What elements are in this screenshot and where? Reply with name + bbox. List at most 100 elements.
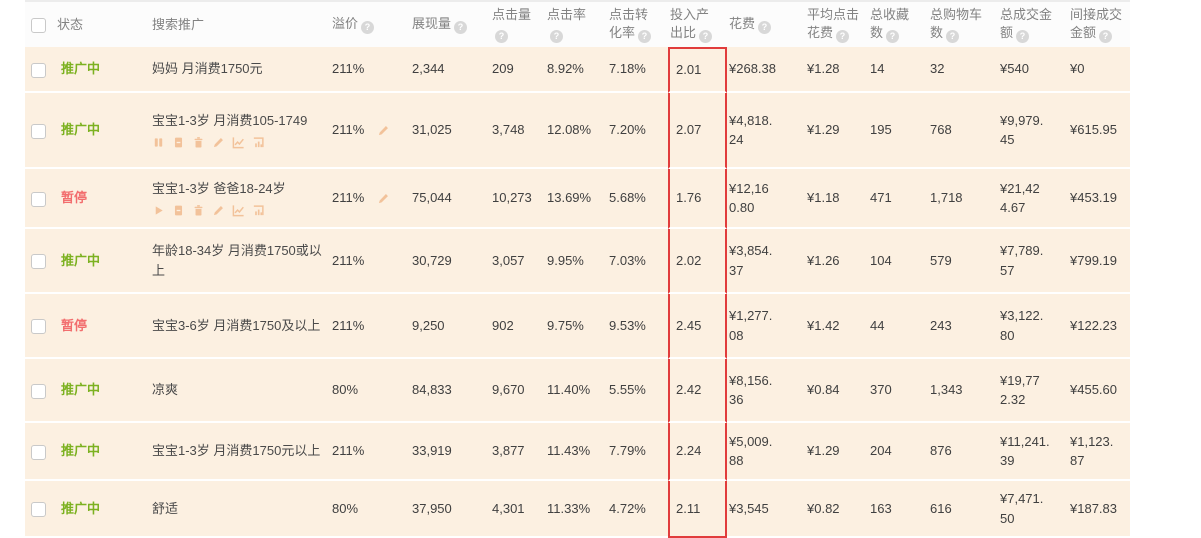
help-icon[interactable]: ?	[638, 30, 652, 44]
column-label: 点击转化率	[609, 7, 649, 41]
help-icon[interactable]: ?	[361, 21, 375, 35]
cell-cvr: 5.68%	[607, 169, 668, 230]
row-checkbox[interactable]	[31, 191, 46, 207]
cell-premium: 211%	[330, 169, 410, 230]
cell-cvr: 7.03%	[607, 229, 668, 295]
row-checkbox[interactable]	[31, 62, 46, 78]
cell-impressions: 9,250	[410, 294, 490, 360]
premium-value: 80%	[332, 382, 359, 398]
cell-total_amount: ¥11,241.39	[998, 423, 1068, 482]
premium-value: 211%	[332, 443, 365, 459]
table-row[interactable]: 推广中 宝宝1-3岁 月消费1750元以上 211% 33,919 3,877 11.43…	[25, 423, 1130, 482]
cell-indirect_amount: ¥187.83	[1068, 481, 1130, 538]
cell-avg_click_cost: ¥1.28	[805, 47, 868, 94]
cell-impressions: 33,919	[410, 423, 490, 482]
help-icon[interactable]: ?	[1016, 30, 1030, 44]
trash-icon[interactable]	[192, 204, 205, 217]
row-checkbox[interactable]	[31, 444, 46, 460]
table-row[interactable]: 推广中 宝宝1-3岁 月消费105-1749 211% 31,025 3,748 12.0…	[25, 93, 1130, 170]
cell-carts: 1,718	[928, 169, 998, 230]
table-row[interactable]: 暂停 宝宝3-6岁 月消费1750及以上 211% 9,250 902 9.75% 9.53…	[25, 294, 1130, 360]
bar-chart-icon[interactable]	[252, 204, 265, 217]
column-label: 状态	[57, 16, 84, 32]
help-icon[interactable]: ?	[550, 30, 563, 44]
help-icon[interactable]: ?	[699, 30, 713, 44]
premium-value: 211%	[332, 317, 365, 333]
play-icon[interactable]	[152, 204, 165, 217]
cell-clicks: 902	[490, 294, 545, 360]
table-header-row: 状态 搜索推广 溢价? 展现量? 点击量? 点击率? 点击转化率? 投入产出比? 花费? 平均点击…	[25, 2, 1130, 48]
column-header-cost: 花费?	[727, 2, 805, 48]
cell-avg_click_cost: ¥1.42	[805, 294, 868, 360]
cell-indirect_amount: ¥453.19	[1068, 169, 1130, 230]
row-checkbox-cell	[25, 229, 55, 295]
line-chart-icon[interactable]	[232, 136, 245, 149]
cell-ctr: 11.43%	[545, 423, 607, 482]
status-badge: 推广中	[61, 500, 101, 516]
cell-impressions: 37,950	[410, 481, 490, 538]
help-icon[interactable]: ?	[454, 21, 468, 35]
row-checkbox[interactable]	[31, 123, 46, 139]
edit-icon[interactable]	[212, 136, 225, 149]
cell-status: 推广中	[55, 229, 150, 295]
cell-impressions: 75,044	[410, 169, 490, 230]
cell-carts: 616	[928, 481, 998, 538]
audience-name: 年龄18-34岁 月消费1750或以上	[152, 243, 322, 278]
edit-icon[interactable]	[212, 204, 225, 217]
cell-cost: ¥4,818.24	[727, 93, 805, 170]
column-label: 总成交金额	[1000, 7, 1053, 41]
edit-premium-icon[interactable]	[377, 192, 390, 205]
help-icon[interactable]: ?	[886, 30, 900, 44]
cell-cost: ¥268.38	[727, 47, 805, 94]
cell-clicks: 9,670	[490, 359, 545, 424]
table-row[interactable]: 推广中 凉爽 80% 84,833 9,670 11.40% 5.55% 2.42 ¥8,156…	[25, 359, 1130, 424]
note-icon[interactable]	[172, 136, 185, 149]
cell-total_amount: ¥7,789.57	[998, 229, 1068, 295]
cell-avg_click_cost: ¥0.84	[805, 359, 868, 424]
table-row[interactable]: 推广中 年龄18-34岁 月消费1750或以上 211% 30,729 3,057 9.9…	[25, 229, 1130, 295]
help-icon[interactable]: ?	[946, 30, 960, 44]
cell-roi: 2.24	[668, 423, 727, 482]
cell-status: 暂停	[55, 294, 150, 360]
help-icon[interactable]: ?	[495, 30, 508, 44]
help-icon[interactable]: ?	[758, 21, 772, 35]
pause-icon[interactable]	[152, 136, 165, 149]
row-checkbox-cell	[25, 93, 55, 170]
table-row[interactable]: 推广中 妈妈 月消费1750元 211% 2,344 209 8.92% 7.18% 2.01…	[25, 47, 1130, 94]
cell-status: 推广中	[55, 481, 150, 538]
row-checkbox-cell	[25, 47, 55, 94]
column-header-roi: 投入产出比?	[668, 2, 727, 48]
help-icon[interactable]: ?	[1099, 30, 1113, 44]
audience-name: 舒适	[152, 500, 179, 516]
bar-chart-icon[interactable]	[252, 136, 265, 149]
table-row[interactable]: 推广中 舒适 80% 37,950 4,301 11.33% 4.72% 2.11 ¥3,545…	[25, 481, 1130, 538]
cell-indirect_amount: ¥122.23	[1068, 294, 1130, 360]
column-header-total_amount: 总成交金额?	[998, 2, 1068, 48]
cell-total_amount: ¥9,979.45	[998, 93, 1068, 170]
row-checkbox[interactable]	[31, 383, 46, 399]
note-icon[interactable]	[172, 204, 185, 217]
column-label: 点击率	[547, 7, 587, 22]
cell-clicks: 3,877	[490, 423, 545, 482]
cell-favorites: 471	[868, 169, 928, 230]
cell-name: 舒适	[150, 481, 330, 538]
help-icon[interactable]: ?	[836, 30, 850, 44]
row-checkbox[interactable]	[31, 502, 46, 517]
audience-name: 宝宝1-3岁 爸爸18-24岁	[152, 180, 286, 196]
cell-name: 宝宝3-6岁 月消费1750及以上	[150, 294, 330, 360]
cell-cvr: 7.18%	[607, 47, 668, 94]
column-label: 总购物车数	[930, 7, 983, 41]
row-checkbox[interactable]	[31, 319, 46, 334]
row-checkbox[interactable]	[31, 254, 46, 269]
cell-ctr: 13.69%	[545, 169, 607, 230]
cell-name: 妈妈 月消费1750元	[150, 47, 330, 94]
trash-icon[interactable]	[192, 136, 205, 149]
cell-impressions: 30,729	[410, 229, 490, 295]
cell-favorites: 104	[868, 229, 928, 295]
cell-total_amount: ¥540	[998, 47, 1068, 94]
table-row[interactable]: 暂停 宝宝1-3岁 爸爸18-24岁 211% 75,044 10,273 13.69% 5…	[25, 169, 1130, 230]
line-chart-icon[interactable]	[232, 204, 245, 217]
status-badge: 推广中	[61, 252, 101, 268]
select-all-checkbox[interactable]	[31, 17, 46, 33]
edit-premium-icon[interactable]	[377, 124, 390, 137]
